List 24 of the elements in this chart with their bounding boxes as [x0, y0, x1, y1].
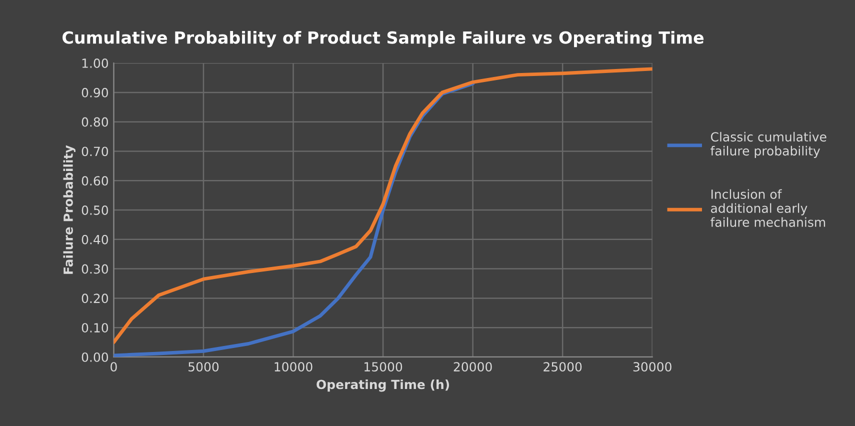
- y-tick-label: 0.60: [82, 176, 108, 186]
- y-tick-label: 0.30: [82, 264, 108, 274]
- y-tick-label: 0.20: [82, 294, 108, 304]
- legend-label: Classic cumulative failure probability: [710, 132, 826, 158]
- y-tick-label: 0.50: [82, 205, 108, 215]
- x-tick-label: 15000: [364, 362, 402, 372]
- y-tick-label: 0.70: [82, 146, 108, 156]
- line-series: [114, 67, 652, 344]
- y-axis-title: Failure Probability: [63, 145, 76, 274]
- y-tick-label: 0.10: [82, 323, 108, 333]
- x-tick-label: 25000: [544, 362, 582, 372]
- y-tick-label: 0.40: [82, 234, 108, 244]
- y-tick-label: 0.90: [82, 88, 108, 98]
- legend-label: Inclusion of additional early failure mechanism: [710, 189, 826, 227]
- x-tick-label: 30000: [633, 362, 672, 372]
- chart-title: Cumulative Probability of Product Sample Failure vs Operating Time: [62, 30, 704, 48]
- y-tick-label: 1.00: [82, 58, 108, 68]
- x-tick-label: 0: [110, 362, 117, 372]
- x-tick-label: 10000: [274, 362, 312, 372]
- x-tick-label: 20000: [454, 362, 492, 372]
- x-axis-title: Operating Time (h): [316, 380, 450, 392]
- x-tick-label: 5000: [188, 362, 219, 372]
- y-tick-label: 0.80: [82, 117, 108, 127]
- y-tick-label: 0.00: [82, 352, 108, 362]
